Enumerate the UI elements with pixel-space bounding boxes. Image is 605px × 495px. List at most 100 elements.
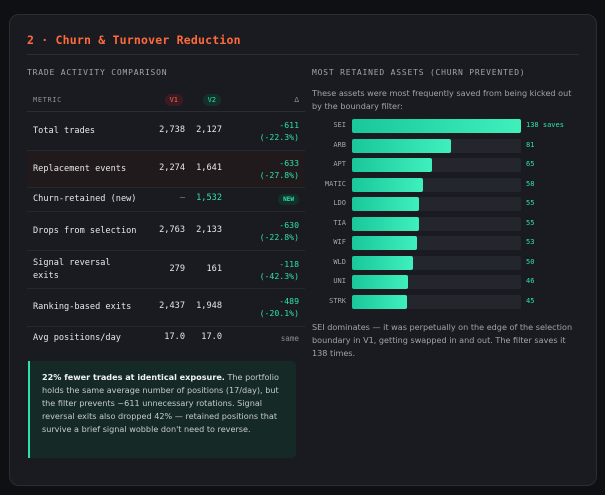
- row-v1-value: 2,738: [159, 125, 185, 135]
- row-v2-value: 1,948: [196, 301, 222, 311]
- row-metric: Signal reversal: [33, 258, 111, 268]
- row-metric: Total trades: [33, 126, 96, 136]
- row-v1-value: 2,763: [159, 225, 185, 235]
- header-metric: METRIC: [33, 96, 62, 104]
- row-v2-value: 2,127: [196, 125, 222, 135]
- row-delta-abs: -611: [279, 120, 299, 130]
- row-v2-value: 1,641: [196, 163, 222, 173]
- row-delta-same: same: [280, 334, 299, 343]
- row-delta-pct: (-27.8%): [259, 170, 299, 180]
- churn-turnover-card: 2 · Churn & Turnover Reduction TRADE ACT…: [9, 14, 597, 486]
- table-row: Ranking-based exits 2,437 1,948 -489 (-2…: [27, 289, 305, 327]
- bar-row: SEI 138 saves: [312, 119, 592, 133]
- insight-callout: 22% fewer trades at identical exposure. …: [28, 361, 296, 458]
- row-delta-abs: -489: [279, 296, 299, 306]
- section-title: 2 · Churn & Turnover Reduction: [27, 33, 241, 47]
- bar-fill: [352, 236, 417, 250]
- row-delta-pct: (-22.3%): [259, 132, 299, 142]
- bar-row: UNI 46: [312, 275, 592, 289]
- row-metric: Drops from selection: [33, 226, 137, 236]
- row-v2-value: 161: [206, 264, 222, 274]
- bar-fill: [352, 177, 424, 192]
- bar-fill: [352, 275, 409, 289]
- bar-row: LDO 55: [312, 197, 592, 211]
- row-metric: Replacement events: [33, 164, 127, 174]
- retained-assets-heading: MOST RETAINED ASSETS (CHURN PREVENTED): [312, 68, 526, 77]
- table-row: Avg positions/day 17.0 17.0 same: [27, 327, 305, 351]
- callout-bold: 22% fewer trades at identical exposure.: [42, 372, 225, 382]
- bar-value-label: 53: [526, 238, 535, 246]
- bar-label: APT: [333, 160, 346, 168]
- row-metric-line2: exits: [33, 271, 59, 281]
- bar-track: [352, 216, 521, 231]
- bar-label: WLD: [333, 257, 346, 266]
- row-delta-abs: -630: [279, 220, 299, 230]
- row-v1-value: 17.0: [164, 332, 185, 342]
- bar-track: [352, 197, 521, 211]
- bar-fill: [352, 158, 432, 172]
- bar-track: [352, 294, 521, 309]
- bar-row: WIF 53: [312, 236, 592, 250]
- bar-row: MATIC 58: [312, 177, 592, 192]
- bar-value-label: 46: [526, 277, 535, 285]
- table-header: METRIC V1 V2 Δ: [27, 89, 305, 112]
- bar-track: [352, 177, 521, 192]
- row-delta-pct: (-22.8%): [259, 232, 299, 242]
- bar-label: TIA: [333, 218, 346, 227]
- bar-label: SEI: [333, 121, 346, 129]
- table-row: Churn-retained (new) — 1,532 NEW: [27, 188, 305, 212]
- bar-label: WIF: [333, 238, 346, 246]
- bar-label: UNI: [333, 277, 346, 285]
- table-row: Total trades 2,738 2,127 -611 (-22.3%): [27, 112, 305, 151]
- bar-row: ARB 81: [312, 138, 592, 153]
- table-row: Signal reversal exits 279 161 -118 (-42.…: [27, 251, 305, 289]
- row-v2-value: 2,133: [196, 225, 222, 235]
- bar-row: APT 65: [312, 158, 592, 172]
- row-v1-value: 2,437: [159, 301, 185, 311]
- bar-fill: [352, 216, 420, 231]
- header-delta: Δ: [294, 96, 299, 104]
- row-v1-value: 279: [169, 264, 185, 274]
- bar-label: STRK: [329, 296, 346, 305]
- bar-label: ARB: [333, 140, 346, 149]
- table-row: Drops from selection 2,763 2,133 -630 (-…: [27, 212, 305, 251]
- bar-fill: [352, 138, 452, 153]
- bar-value-label: 138 saves: [526, 121, 564, 129]
- row-delta-abs: -633: [279, 158, 299, 168]
- bar-value-label: 55: [526, 218, 535, 227]
- bar-label: LDO: [333, 199, 346, 207]
- row-v1-value: 2,274: [159, 163, 185, 173]
- trade-activity-heading: TRADE ACTIVITY COMPARISON: [27, 68, 168, 77]
- row-v2-value: 17.0: [201, 332, 222, 342]
- retained-outro-text: SEI dominates — it was perpetually on th…: [312, 322, 573, 358]
- bar-value-label: 58: [526, 179, 535, 188]
- row-delta-pct: (-20.1%): [259, 308, 299, 318]
- title-divider: [27, 54, 579, 55]
- bar-row: WLD 50: [312, 255, 592, 270]
- bar-value-label: 55: [526, 199, 535, 207]
- bar-track: [352, 236, 521, 250]
- table-row: Replacement events 2,274 1,641 -633 (-27…: [27, 151, 305, 188]
- bar-track: [352, 255, 521, 270]
- bar-track: [352, 275, 521, 289]
- bar-row: STRK 45: [312, 294, 592, 309]
- row-v2-value: 1,532: [196, 193, 222, 203]
- retained-intro-text: These assets were most frequently saved …: [312, 88, 572, 111]
- bar-row: TIA 55: [312, 216, 592, 231]
- new-badge: NEW: [278, 194, 299, 205]
- row-v1-value: —: [179, 193, 185, 203]
- bar-fill: [352, 294, 408, 309]
- bar-label: MATIC: [324, 179, 346, 188]
- header-v1-badge: V1: [164, 94, 183, 106]
- bar-fill: [352, 197, 420, 211]
- callout-text: The portfolio holds the same average num…: [42, 372, 279, 434]
- row-metric: Avg positions/day: [33, 333, 121, 343]
- bar-fill: [352, 119, 521, 133]
- bar-fill: [352, 255, 414, 270]
- bar-track: [352, 158, 521, 172]
- bar-track: [352, 119, 521, 133]
- row-delta-abs: -118: [279, 259, 299, 269]
- bar-value-label: 65: [526, 160, 535, 168]
- trade-activity-table: METRIC V1 V2 Δ Total trades 2,738 2,127 …: [27, 89, 305, 351]
- row-metric: Ranking-based exits: [33, 302, 132, 312]
